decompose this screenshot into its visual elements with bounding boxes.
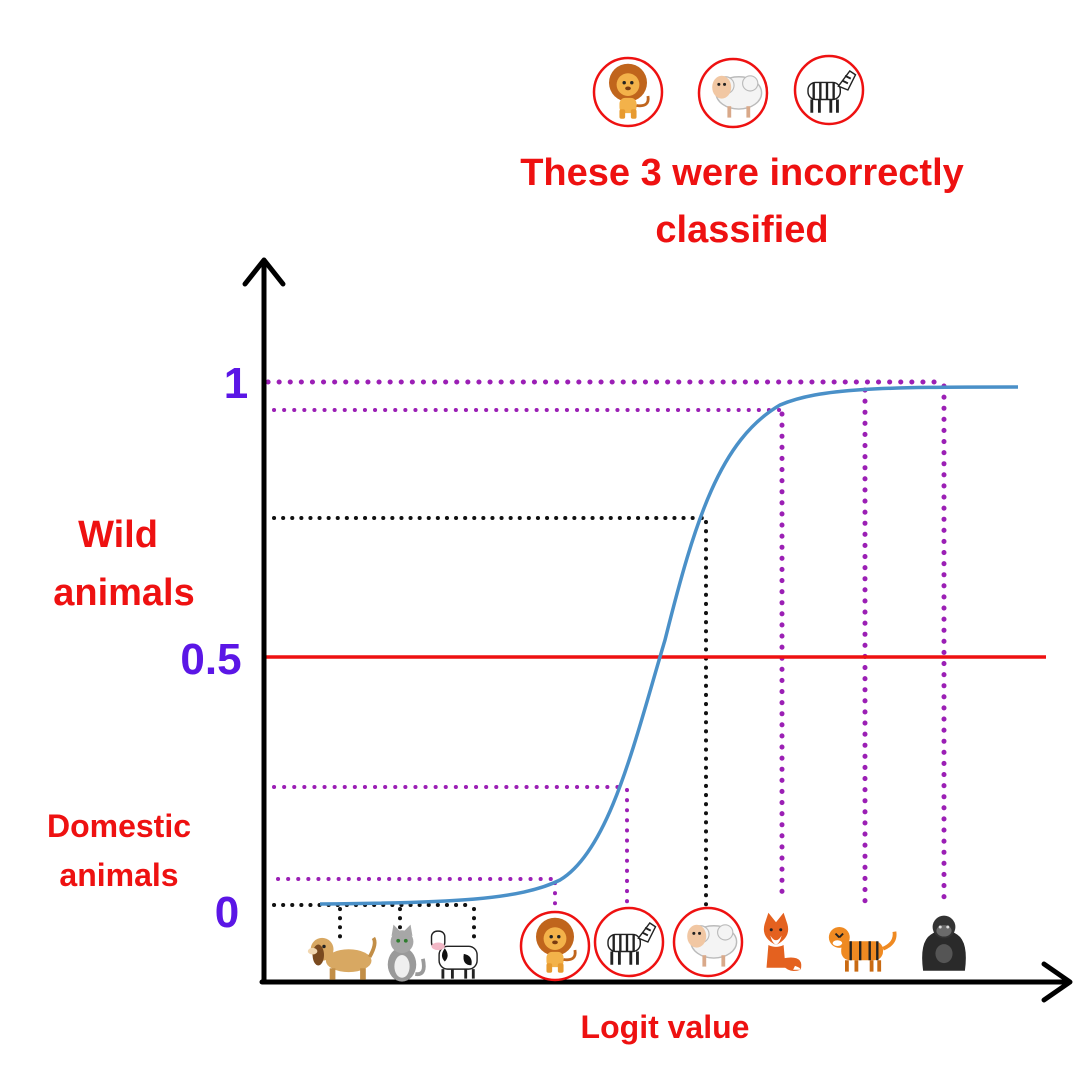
- domestic-label-line-1: Domestic: [47, 808, 191, 844]
- axis-animals: [305, 906, 966, 984]
- axes: [242, 257, 1073, 1003]
- cat-icon: [385, 922, 426, 984]
- wild-label-line-2: animals: [53, 572, 195, 614]
- tiger-icon: [826, 925, 897, 974]
- x-axis-arrow: [1041, 961, 1073, 1003]
- sigmoid-curve: [319, 385, 1019, 906]
- y-axis-arrow: [242, 257, 286, 287]
- lion-icon: [592, 56, 664, 128]
- sheep-icon: [672, 906, 744, 978]
- y-tick-0-5: 0.5: [180, 635, 241, 684]
- misclassified-icons: [592, 54, 865, 129]
- x-axis-label: Logit value: [581, 1009, 750, 1045]
- dog-icon: [305, 936, 377, 982]
- cow-icon: [430, 929, 479, 981]
- headline-line-2: classified: [655, 209, 828, 251]
- wild-label-line-1: Wild: [78, 514, 158, 556]
- headline-line-1: These 3 were incorrectly: [520, 152, 964, 194]
- gorilla-icon: [922, 915, 966, 971]
- zebra-icon: [793, 54, 865, 126]
- zebra-icon: [593, 906, 665, 978]
- y-tick-1: 1: [224, 359, 248, 408]
- lion-icon: [519, 910, 591, 982]
- domestic-label-line-2: animals: [59, 857, 178, 893]
- y-tick-0: 0: [215, 888, 239, 937]
- fox-icon: [763, 912, 802, 971]
- sheep-icon: [697, 57, 769, 129]
- guide-lines: [265, 379, 947, 947]
